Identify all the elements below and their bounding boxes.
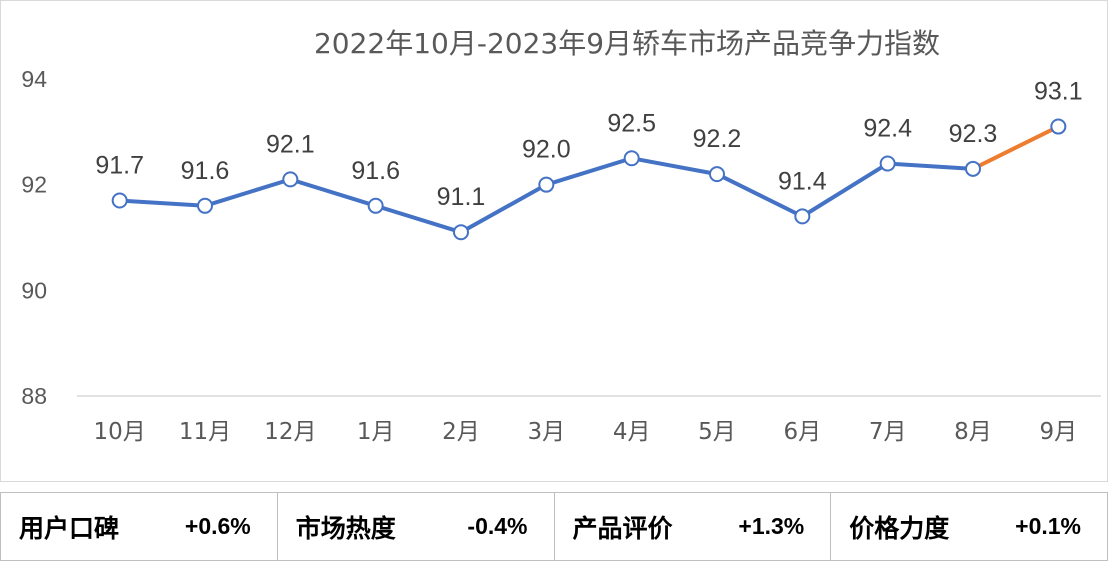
y-tick-label: 94 <box>21 66 47 92</box>
data-label: 93.1 <box>1034 78 1083 106</box>
x-tick-label: 3月 <box>528 419 566 445</box>
data-point <box>282 171 299 188</box>
metric-value: +0.6% <box>184 513 251 539</box>
metric-name: 价格力度 <box>849 513 950 543</box>
data-point <box>623 150 640 167</box>
chart-title: 2022年10月-2023年9月轿车市场产品竞争力指数 <box>314 27 940 60</box>
metric-price-strength: 价格力度 +0.1% <box>831 493 1107 560</box>
data-label: 92.1 <box>266 130 315 158</box>
chart-frame: 2022年10月-2023年9月轿车市场产品竞争力指数 88 90 92 94 10月… <box>0 0 1108 482</box>
metric-name: 市场热度 <box>295 513 396 543</box>
data-point <box>1050 118 1067 135</box>
x-tick-label: 8月 <box>954 419 992 445</box>
data-point <box>538 176 555 193</box>
metric-user-reputation: 用户口碑 +0.6% <box>1 493 278 560</box>
data-label: 92.0 <box>522 136 571 164</box>
data-point <box>879 155 896 172</box>
data-point <box>197 197 213 214</box>
x-tick-label: 9月 <box>1040 419 1078 445</box>
data-point <box>453 224 469 241</box>
y-tick-label: 88 <box>21 383 47 409</box>
x-tick-label: 11月 <box>179 419 231 445</box>
metric-market-heat: 市场热度 -0.4% <box>278 493 555 560</box>
x-tick-label: 7月 <box>869 419 907 445</box>
x-tick-label: 12月 <box>264 419 316 445</box>
y-tick-label: 92 <box>21 172 47 198</box>
data-label: 92.2 <box>693 125 742 153</box>
x-tick-label: 5月 <box>698 419 736 445</box>
x-tick-label: 2月 <box>442 419 480 445</box>
data-label: 92.5 <box>607 109 656 137</box>
x-tick-label: 4月 <box>613 419 651 445</box>
highlight-segment <box>971 124 1061 171</box>
x-tick-label: 1月 <box>357 419 395 445</box>
x-tick-label: 10月 <box>94 419 146 445</box>
metric-product-rating: 产品评价 +1.3% <box>555 493 832 560</box>
data-label: 91.1 <box>437 183 486 211</box>
line-chart: 2022年10月-2023年9月轿车市场产品竞争力指数 88 90 92 94 10月… <box>21 27 1101 445</box>
data-label: 91.6 <box>181 157 230 185</box>
data-point <box>965 160 981 177</box>
data-label: 91.4 <box>778 167 827 195</box>
data-label: 92.4 <box>863 115 912 143</box>
data-label: 91.7 <box>95 152 144 180</box>
metric-name: 产品评价 <box>572 513 673 543</box>
x-tick-label: 6月 <box>784 419 822 445</box>
metric-value: -0.4% <box>467 513 528 539</box>
metric-value: +1.3% <box>738 513 805 539</box>
data-point <box>794 208 811 225</box>
data-point <box>709 166 725 183</box>
y-tick-label: 90 <box>21 277 47 303</box>
metric-value: +0.1% <box>1015 513 1081 539</box>
data-point <box>111 192 128 209</box>
metrics-bar: 用户口碑 +0.6% 市场热度 -0.4% 产品评价 +1.3% 价格力度 +0… <box>0 492 1108 561</box>
data-label: 91.6 <box>351 157 400 185</box>
metric-name: 用户口碑 <box>19 513 120 543</box>
data-point <box>367 197 384 214</box>
data-label: 92.3 <box>949 120 998 148</box>
